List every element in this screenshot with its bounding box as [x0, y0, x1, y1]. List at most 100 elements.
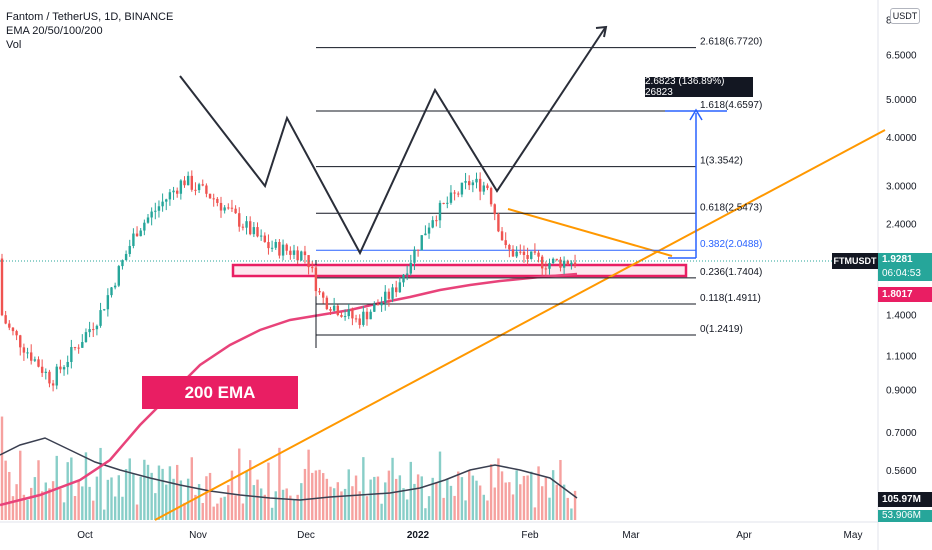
- candle-body: [435, 220, 438, 222]
- candle-body: [278, 241, 281, 256]
- volume-bar: [4, 460, 7, 520]
- current-price-tag: 1.9281 06:04:53: [878, 253, 932, 281]
- volume-bar: [88, 486, 91, 520]
- volume-bar: [179, 480, 183, 520]
- candle-body: [223, 207, 226, 211]
- candle-body: [33, 359, 37, 361]
- volume-bar: [150, 472, 153, 520]
- volume-bar: [562, 484, 566, 520]
- volume-bar: [26, 499, 29, 520]
- volume-bar: [77, 480, 80, 520]
- volume-bar: [373, 476, 376, 520]
- candle-body: [311, 267, 314, 269]
- currency-button[interactable]: USDT: [890, 8, 920, 24]
- candle-body: [256, 227, 259, 237]
- candle-body: [497, 214, 500, 232]
- candle-body: [373, 303, 376, 312]
- volume-bar: [103, 509, 106, 520]
- volume-bar: [0, 416, 4, 520]
- candle-body: [420, 235, 423, 251]
- candle-body: [431, 220, 434, 228]
- volume-bar: [227, 485, 230, 520]
- candle-body: [154, 210, 157, 212]
- price-tick-label: 1.4000: [886, 311, 917, 322]
- candle-body: [99, 310, 102, 326]
- candle-body: [143, 222, 146, 231]
- volume-bar: [278, 447, 281, 520]
- descending-trendline: [507, 208, 673, 257]
- candle-body: [289, 250, 292, 255]
- volume-bar: [504, 482, 507, 520]
- volume-bar: [307, 449, 310, 520]
- volume-bar: [300, 483, 303, 520]
- volume-bar: [238, 448, 241, 520]
- volume-bar: [325, 478, 329, 520]
- time-axis: Oct Nov Dec 2022 Feb Mar Apr May: [77, 530, 862, 541]
- volume-bar: [106, 479, 110, 520]
- time-tick-label: May: [844, 530, 863, 541]
- price-tick-label: 0.7000: [886, 428, 917, 439]
- ema-200-line: [0, 272, 578, 507]
- volume-bar: [37, 460, 40, 520]
- symbol-label: FTMUSDT: [832, 253, 878, 269]
- candle-body: [77, 347, 80, 349]
- volume-bar: [201, 502, 204, 520]
- fib-level-label: 0.618(2.5473): [700, 202, 762, 213]
- candle-body: [103, 309, 106, 311]
- fib-level-label: 2.618(6.7720): [700, 37, 762, 48]
- candle-body: [409, 262, 412, 274]
- volume-bar: [570, 508, 573, 520]
- candle-body: [172, 190, 175, 193]
- candle-body: [292, 250, 296, 255]
- fib-extension: 2.618(6.7720) 1.618(4.6597) 1(3.3542) 0.618…: [316, 37, 762, 336]
- candle-body: [194, 189, 197, 191]
- volume-bar: [208, 472, 212, 520]
- volume-bar: [384, 482, 387, 520]
- candle-body: [325, 297, 329, 310]
- volume-bar: [387, 470, 391, 520]
- candle-body: [387, 291, 391, 299]
- candle-body: [241, 226, 245, 228]
- candle-body: [376, 303, 380, 306]
- volume-bar: [318, 469, 321, 520]
- candle-body: [263, 235, 266, 243]
- candle-body: [493, 204, 496, 215]
- volume-bar: [40, 491, 44, 520]
- volume-bar: [95, 476, 99, 520]
- indicator-label: EMA 20/50/100/200: [6, 25, 103, 37]
- candle-body: [216, 198, 219, 203]
- volume-bar: [380, 503, 383, 520]
- candle-body: [358, 318, 361, 325]
- volume-bar: [146, 464, 150, 520]
- volume-bar: [117, 475, 120, 520]
- ema-price-tag: 1.8017: [878, 287, 932, 302]
- volume-bar: [267, 462, 270, 520]
- candle-body: [73, 347, 77, 349]
- volume-bar: [340, 491, 343, 520]
- volume-bar: [92, 500, 95, 520]
- candle-body: [19, 335, 22, 348]
- candle-body: [300, 251, 303, 261]
- candle-body: [186, 175, 190, 186]
- candle-body: [183, 180, 186, 186]
- ascending-trendline: [154, 129, 886, 521]
- volume-bar: [110, 477, 113, 520]
- volume-bar: [413, 483, 416, 520]
- volume-bar: [446, 478, 449, 520]
- volume-bar: [508, 482, 511, 520]
- volume-bar: [270, 507, 274, 520]
- candle-body: [329, 309, 332, 311]
- candle-body: [369, 311, 372, 320]
- candle-body: [570, 262, 573, 265]
- volume-bar: [541, 486, 544, 520]
- candle-body: [438, 202, 442, 221]
- volume-bar: [537, 466, 540, 520]
- volume-bar: [511, 494, 515, 520]
- candle-body: [135, 233, 139, 237]
- candle-body: [252, 227, 256, 235]
- candle-body: [551, 258, 555, 264]
- volume-bar: [223, 496, 226, 520]
- candle-body: [504, 240, 507, 246]
- candle-body: [537, 252, 540, 257]
